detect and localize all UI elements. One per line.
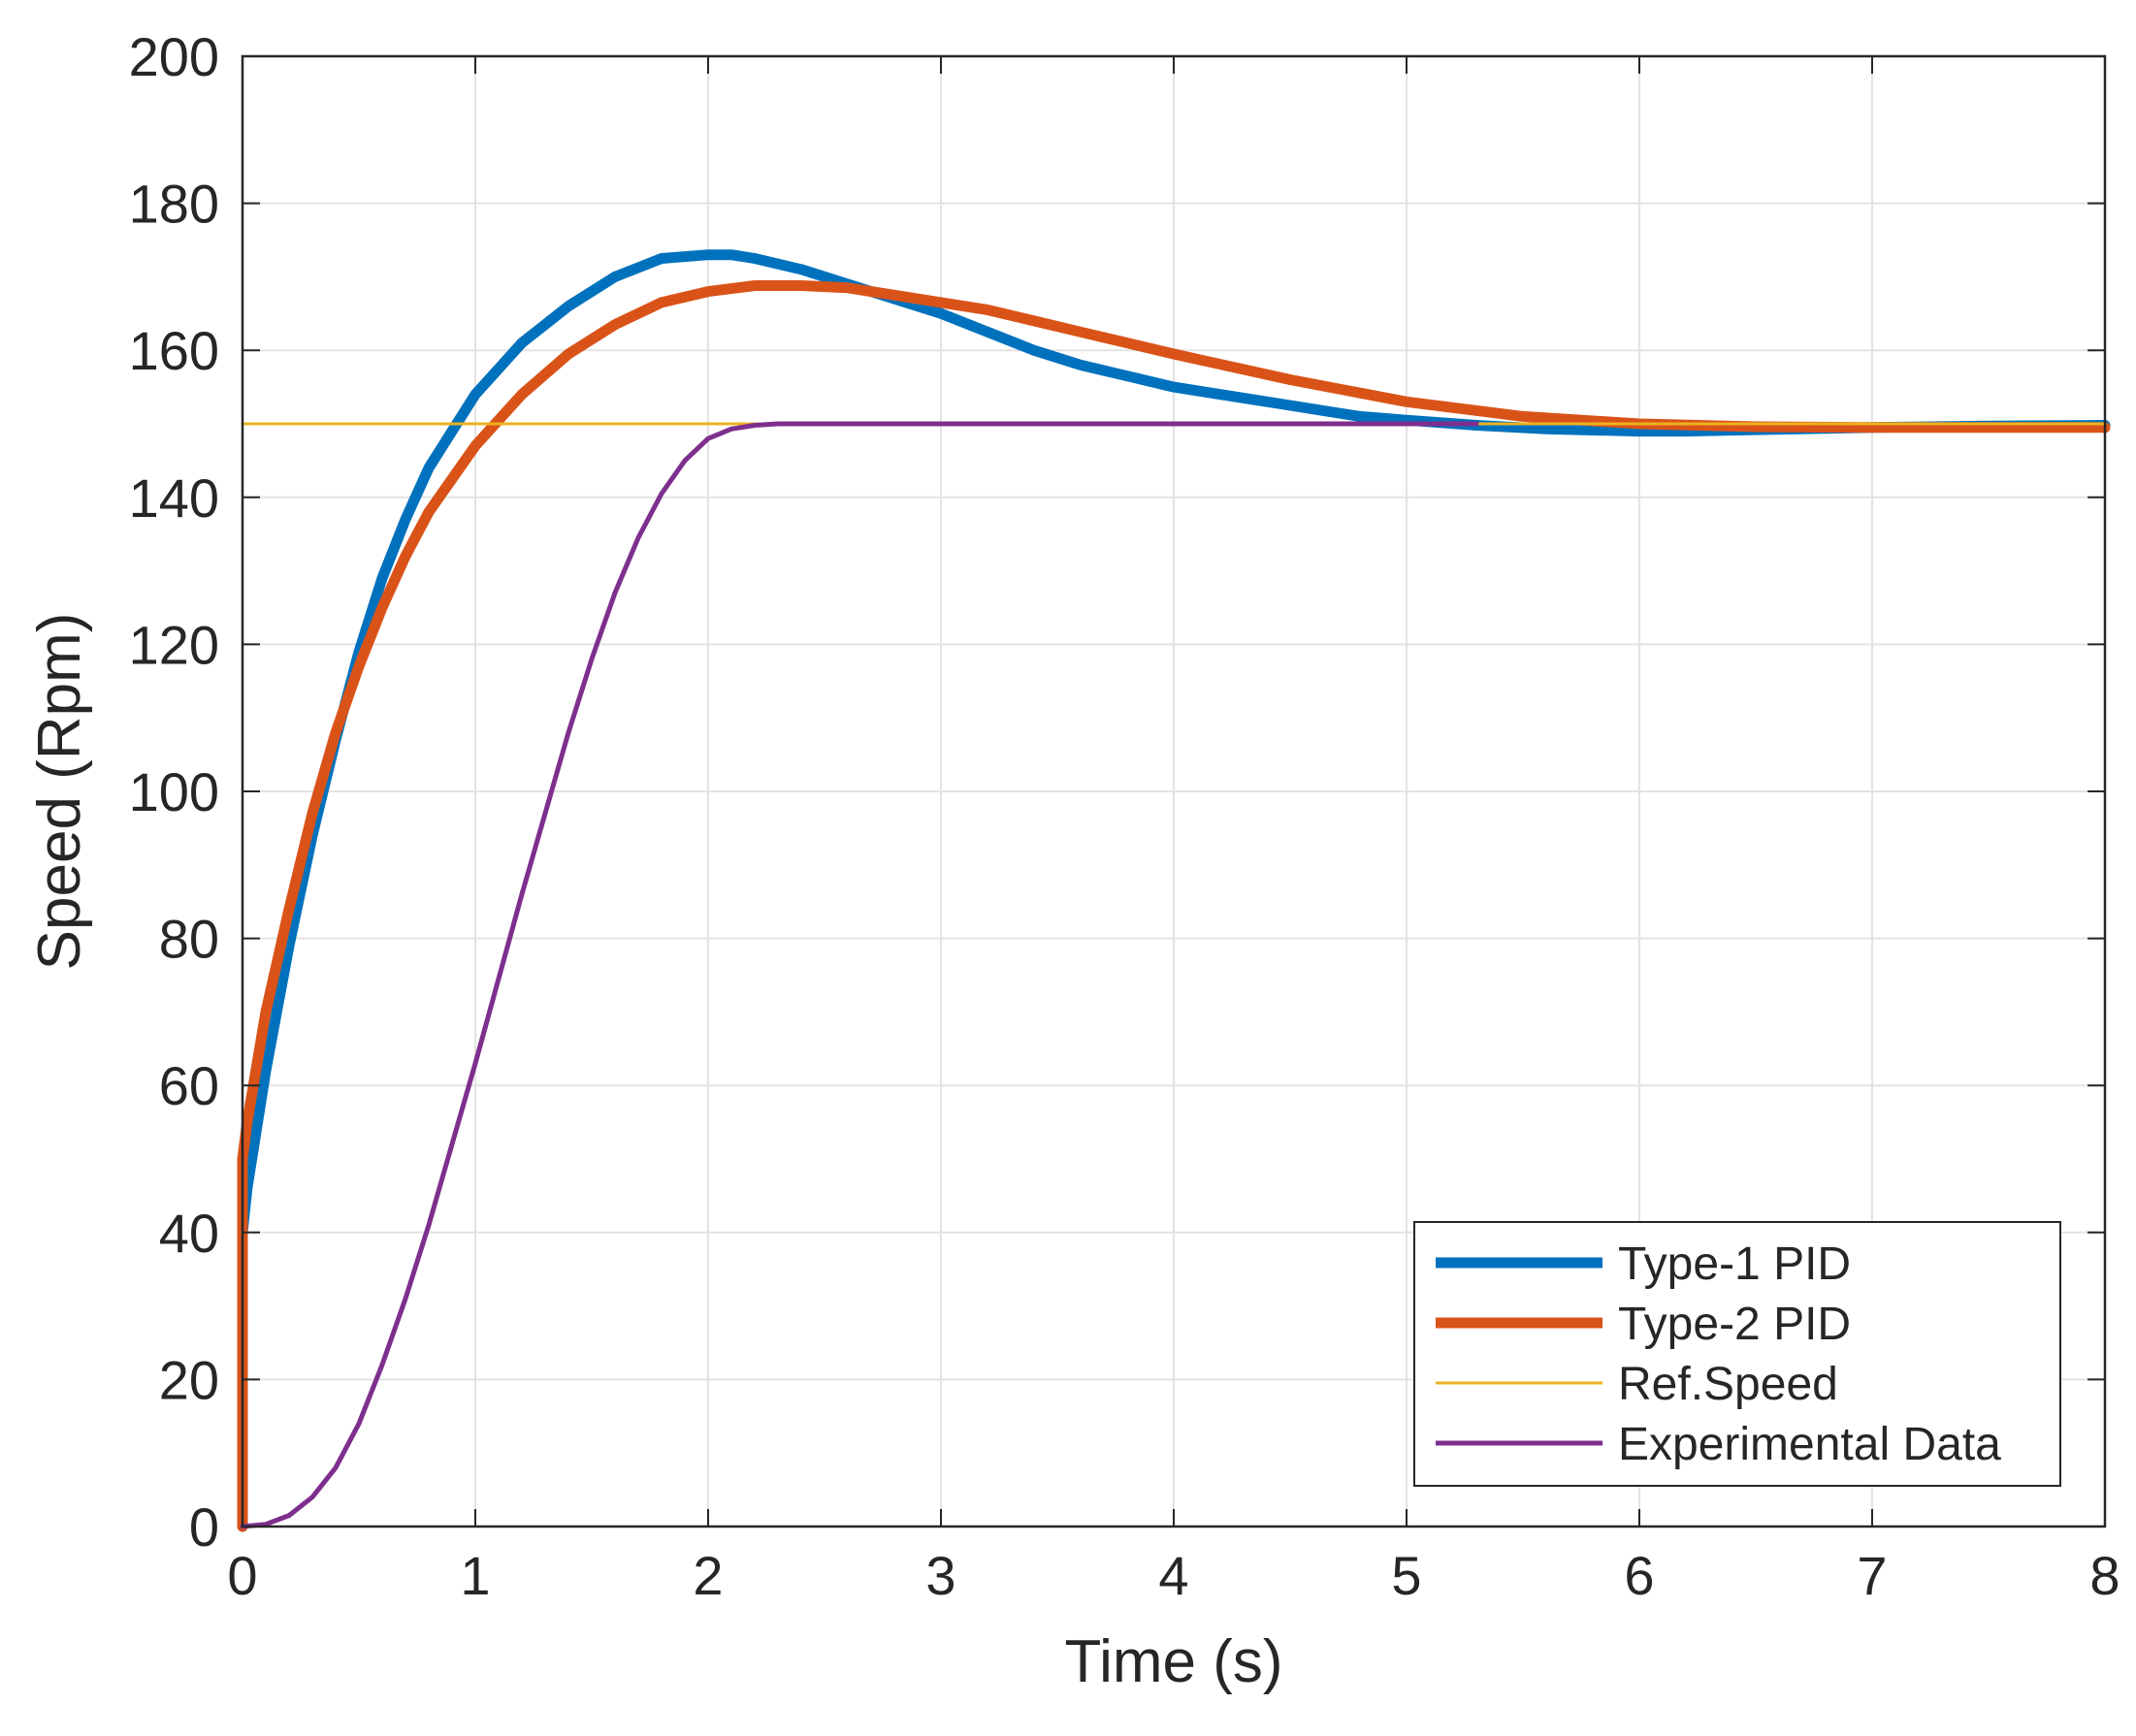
y-tick-label: 0 <box>189 1496 219 1558</box>
series-line-experimental-data <box>240 421 1479 1529</box>
y-tick-label: 100 <box>129 761 219 822</box>
x-axis-title: Time (s) <box>1065 1628 1283 1695</box>
y-tick-label: 60 <box>159 1055 219 1116</box>
y-tick-label: 140 <box>129 467 219 529</box>
legend-label: Type-1 PID <box>1618 1238 1851 1290</box>
x-tick-label: 0 <box>227 1545 257 1606</box>
x-tick-label: 3 <box>925 1545 955 1606</box>
x-tick-label: 5 <box>1391 1545 1421 1606</box>
y-tick-label: 180 <box>129 174 219 235</box>
x-tick-label: 4 <box>1158 1545 1188 1606</box>
legend-label: Ref.Speed <box>1618 1359 1838 1410</box>
y-axis-title: Speed (Rpm) <box>26 613 93 971</box>
y-tick-label: 40 <box>159 1203 219 1264</box>
y-tick-label: 200 <box>129 26 219 87</box>
axes <box>241 54 2107 1528</box>
x-tick-label: 1 <box>460 1545 490 1606</box>
legend: Type-1 PID Type-2 PID Ref.Speed Experimenta… <box>1413 1221 2061 1487</box>
y-tick-label: 120 <box>129 614 219 675</box>
y-tick-label: 80 <box>159 909 219 970</box>
x-tick-label: 8 <box>2089 1545 2120 1606</box>
y-tick-label: 20 <box>159 1349 219 1410</box>
legend-label: Experimental Data <box>1618 1419 2001 1470</box>
legend-label: Type-2 PID <box>1618 1299 1851 1350</box>
plot-area <box>237 249 2111 1532</box>
x-tick-label: 2 <box>693 1545 723 1606</box>
x-tick-label: 7 <box>1857 1545 1887 1606</box>
y-tick-label: 160 <box>129 320 219 381</box>
x-tick-label: 6 <box>1624 1545 1654 1606</box>
series-line-type-2-pid <box>237 280 2111 1532</box>
axes-box <box>241 54 2107 1528</box>
